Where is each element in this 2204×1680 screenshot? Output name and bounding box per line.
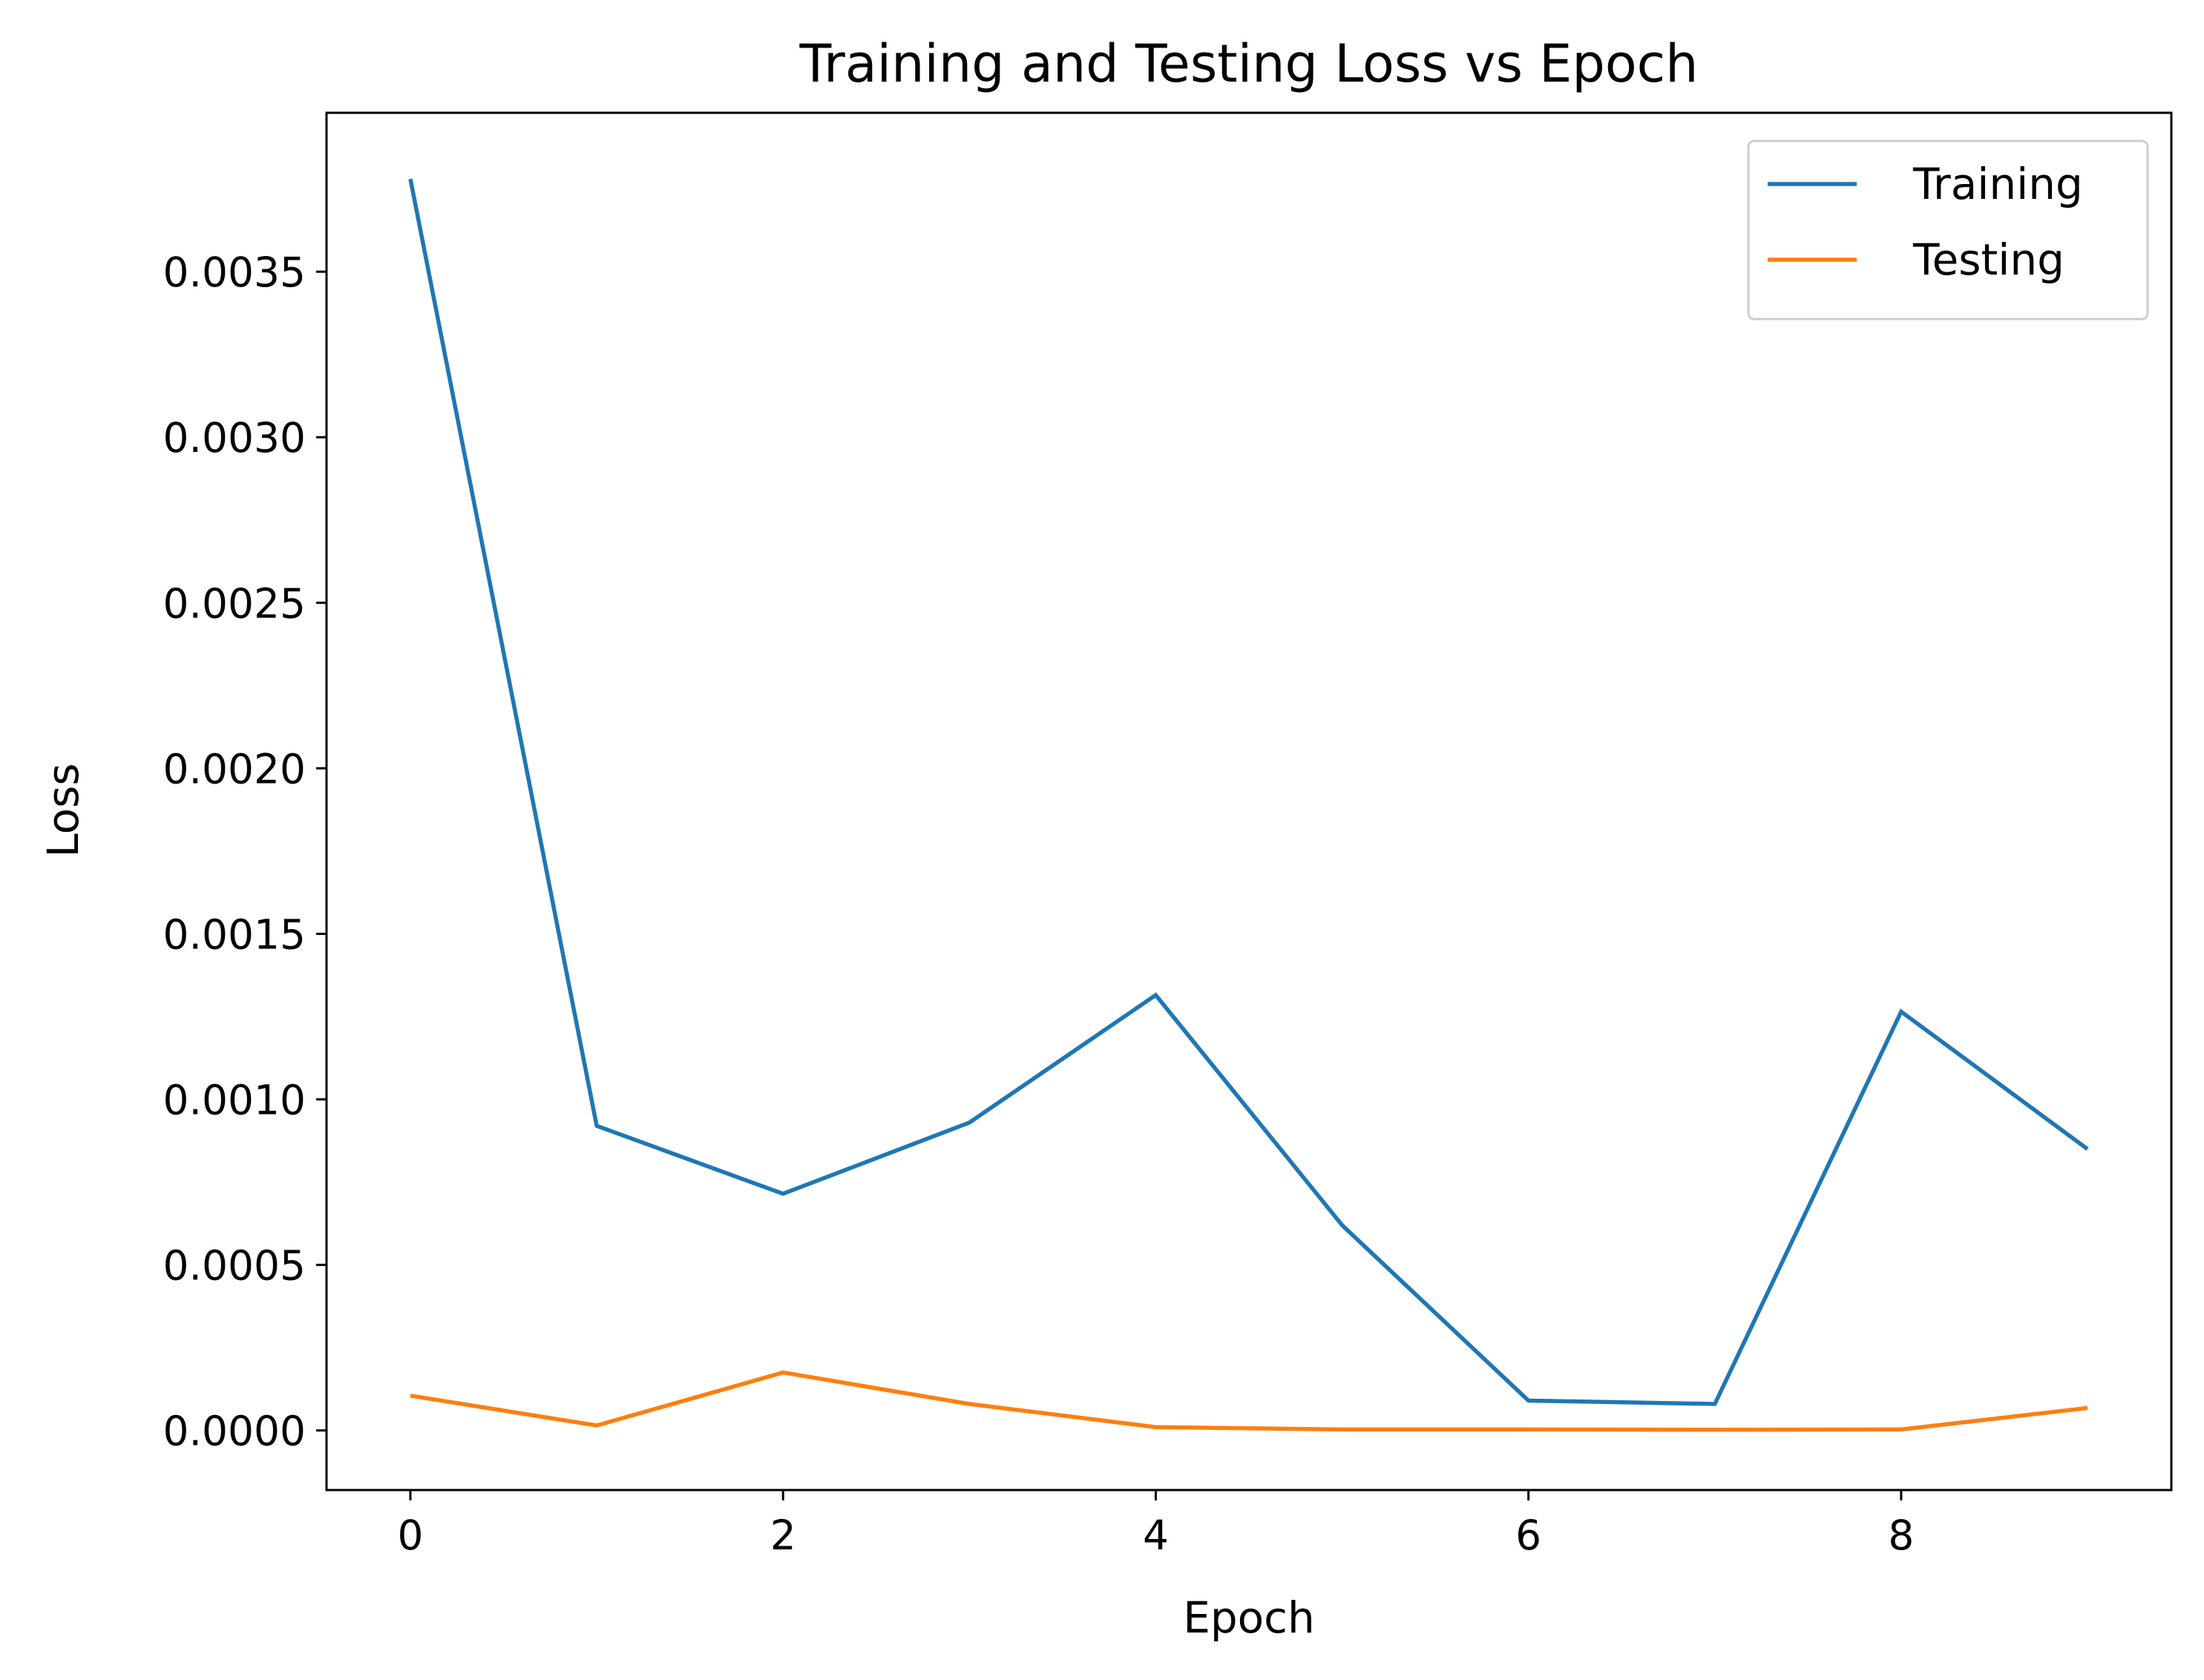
x-tick-label: 8 bbox=[1888, 1512, 1914, 1559]
series-line-testing bbox=[410, 1370, 2088, 1432]
x-axis: 0 2 4 6 8 bbox=[398, 1490, 1914, 1559]
legend-label-testing: Testing bbox=[1912, 234, 2064, 285]
plot-frame bbox=[325, 111, 2173, 1492]
legend: Training Testing bbox=[1747, 140, 2149, 321]
y-tick-label: 0.0010 bbox=[163, 1077, 306, 1124]
plot-area bbox=[325, 111, 2173, 1492]
y-tick-label: 0.0035 bbox=[163, 249, 306, 296]
y-axis-label: Loss bbox=[38, 763, 88, 857]
legend-label-training: Training bbox=[1912, 159, 2083, 209]
series-lines bbox=[408, 178, 2089, 1432]
chart-title: Training and Testing Loss vs Epoch bbox=[798, 33, 1698, 94]
y-axis: 0.0000 0.0005 0.0010 0.0015 0.0020 0.0025 0.00… bbox=[163, 249, 327, 1455]
y-tick-label: 0.0015 bbox=[163, 910, 306, 958]
y-tick-label: 0.0030 bbox=[163, 414, 306, 462]
x-tick-label: 4 bbox=[1143, 1512, 1169, 1559]
y-tick-label: 0.0020 bbox=[163, 745, 306, 793]
y-tick-label: 0.0025 bbox=[163, 580, 306, 627]
x-axis-label: Epoch bbox=[1183, 1592, 1315, 1643]
y-tick-label: 0.0000 bbox=[163, 1408, 306, 1455]
series-line-training bbox=[408, 178, 2089, 1406]
x-tick-label: 2 bbox=[770, 1512, 796, 1559]
y-tick-label: 0.0005 bbox=[163, 1242, 306, 1290]
x-tick-label: 6 bbox=[1515, 1512, 1541, 1559]
x-tick-label: 0 bbox=[398, 1512, 424, 1559]
